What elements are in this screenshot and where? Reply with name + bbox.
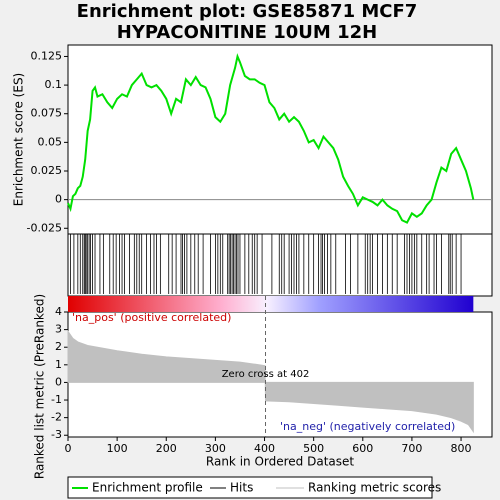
y-tick-label: -1 (51, 393, 62, 406)
x-tick-label: 800 (451, 442, 472, 455)
y-tick-label: 0 (55, 375, 62, 388)
x-tick-label: 500 (303, 442, 324, 455)
zero-cross-label: Zero cross at 402 (222, 369, 310, 380)
y-tick-label: 4 (55, 305, 62, 318)
y-tick-label: 0.125 (31, 49, 63, 62)
y-tick-label: 0.075 (31, 107, 63, 120)
x-tick-label: 0 (65, 442, 72, 455)
x-tick-label: 600 (352, 442, 373, 455)
y-axis-label: Enrichment score (ES) (12, 73, 26, 206)
color-bar (68, 296, 474, 312)
y-tick-label: -0.025 (27, 221, 62, 234)
y-tick-label: 0.05 (38, 135, 63, 148)
y-tick-label: -3 (51, 428, 62, 441)
legend-label: Enrichment profile (92, 481, 203, 495)
x-axis-label: Rank in Ordered Dataset (206, 455, 354, 469)
y-axis-label: Ranked list metric (PreRanked) (33, 294, 47, 479)
plot-area (67, 233, 493, 297)
chart-title: HYPACONITINE 10UM 12H (117, 22, 377, 43)
y-tick-label: 0 (55, 193, 62, 206)
y-tick-label: 1 (55, 358, 62, 371)
y-tick-label: -2 (51, 411, 62, 424)
legend (67, 476, 433, 499)
x-tick-label: 200 (156, 442, 177, 455)
y-tick-label: 2 (55, 340, 62, 353)
x-tick-label: 300 (205, 442, 226, 455)
neg-label: 'na_neg' (negatively correlated) (280, 420, 455, 433)
y-tick-label: 0.1 (45, 78, 63, 91)
x-tick-label: 400 (254, 442, 275, 455)
chart-title: Enrichment plot: GSE85871 MCF7 (77, 1, 418, 22)
x-tick-label: 700 (401, 442, 422, 455)
plot-area (67, 44, 493, 235)
y-tick-label: 3 (55, 323, 62, 336)
x-tick-label: 100 (107, 442, 128, 455)
legend-label: Ranking metric scores (308, 481, 441, 495)
pos-label: 'na_pos' (positive correlated) (72, 311, 231, 324)
legend-label: Hits (230, 481, 253, 495)
y-tick-label: 0.025 (31, 164, 63, 177)
es-line (67, 53, 475, 224)
